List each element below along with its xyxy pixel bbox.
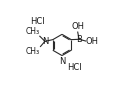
Text: CH₃: CH₃ [26, 47, 40, 56]
Text: HCl: HCl [30, 17, 45, 26]
Text: OH: OH [86, 36, 99, 45]
Text: B: B [76, 35, 82, 44]
Text: CH₃: CH₃ [25, 27, 39, 36]
Text: N: N [42, 37, 48, 46]
Text: HCl: HCl [68, 63, 82, 72]
Text: N: N [59, 57, 65, 66]
Text: OH: OH [72, 22, 85, 31]
